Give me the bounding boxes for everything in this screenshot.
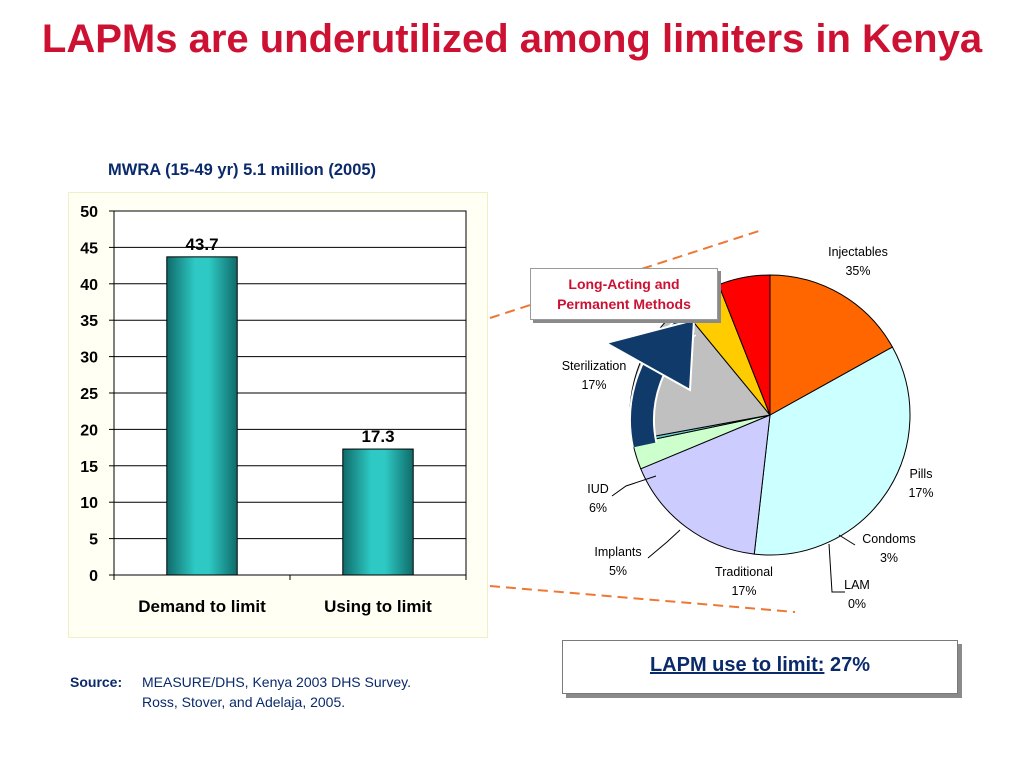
y-tick-label: 30 [80, 350, 98, 367]
source-label: Source: [70, 674, 123, 690]
pie-slice-label: Condoms [862, 532, 916, 546]
source-line-2: Ross, Stover, and Adelaja, 2005. [142, 694, 346, 710]
pie-slice-pct: 3% [880, 551, 898, 565]
pie-slice-label: Sterilization [562, 359, 627, 373]
pie-leader-line [838, 534, 856, 546]
y-tick-label: 45 [80, 240, 98, 257]
y-tick-label: 50 [80, 204, 98, 221]
y-tick-label: 35 [80, 313, 98, 330]
lapm-callout-line1: Long-Acting and [568, 276, 680, 292]
pie-slice-pct: 6% [589, 501, 607, 515]
slide-title: LAPMs are underutilized among limiters i… [41, 17, 983, 61]
bar-chart-panel: 0 5 10 15 20 25 30 35 40 45 50 43.7 Demand to limit 1… [68, 192, 488, 638]
y-tick-label: 40 [80, 277, 98, 294]
bar-value-label: 43.7 [185, 235, 218, 254]
x-category-label: Demand to limit [138, 597, 266, 616]
bar-value-label: 17.3 [361, 427, 394, 446]
y-tick-label: 0 [89, 568, 98, 585]
pie-leader-line [611, 475, 657, 497]
pie-slice-label: IUD [587, 482, 609, 496]
pie-slice [640, 414, 771, 555]
lapm-summary-box: LAPM use to limit: 27% [562, 640, 958, 694]
pie-leader-line [647, 529, 681, 559]
bar-chart: 0 5 10 15 20 25 30 35 40 45 50 43.7 Demand to limit 1… [80, 204, 467, 616]
bar-chart-title: MWRA (15-49 yr) 5.1 million (2005) [108, 161, 377, 179]
pie-slice-pct: 5% [609, 564, 627, 578]
pie-slice-pct: 17% [581, 378, 606, 392]
pie-slice-pct: 17% [908, 486, 933, 500]
lapm-summary-label: LAPM use to limit: [649, 654, 825, 676]
source-line-1: MEASURE/DHS, Kenya 2003 DHS Survey. [142, 674, 411, 690]
lapm-callout-box: Long-Acting and Permanent Methods [530, 268, 718, 320]
lapm-callout-line2: Permanent Methods [557, 296, 691, 312]
y-tick-label: 15 [80, 459, 98, 476]
pie-slice-pct: 17% [731, 584, 756, 598]
pie-slice-pct: 35% [845, 264, 870, 278]
pie-slice [753, 346, 911, 556]
x-category-label: Using to limit [324, 597, 432, 616]
pie-slice-label: Injectables [828, 245, 888, 259]
y-tick-label: 10 [80, 495, 98, 512]
pie-slice-label: LAM [844, 578, 870, 592]
y-tick-label: 20 [80, 422, 98, 439]
long-acting-arrowhead [603, 318, 696, 392]
bar [342, 448, 414, 576]
bar [166, 256, 238, 576]
pie-slice-label: Traditional [715, 565, 773, 579]
pie-leader-line [828, 543, 845, 593]
pie-slice-label: Implants [594, 545, 641, 559]
pie-slice-pct: 0% [848, 597, 866, 611]
lapm-summary-value: 27% [829, 654, 871, 676]
pie-slice-label: Pills [910, 467, 933, 481]
pie-slice [769, 274, 894, 416]
y-tick-label: 25 [80, 386, 98, 403]
y-tick-label: 5 [89, 532, 98, 549]
